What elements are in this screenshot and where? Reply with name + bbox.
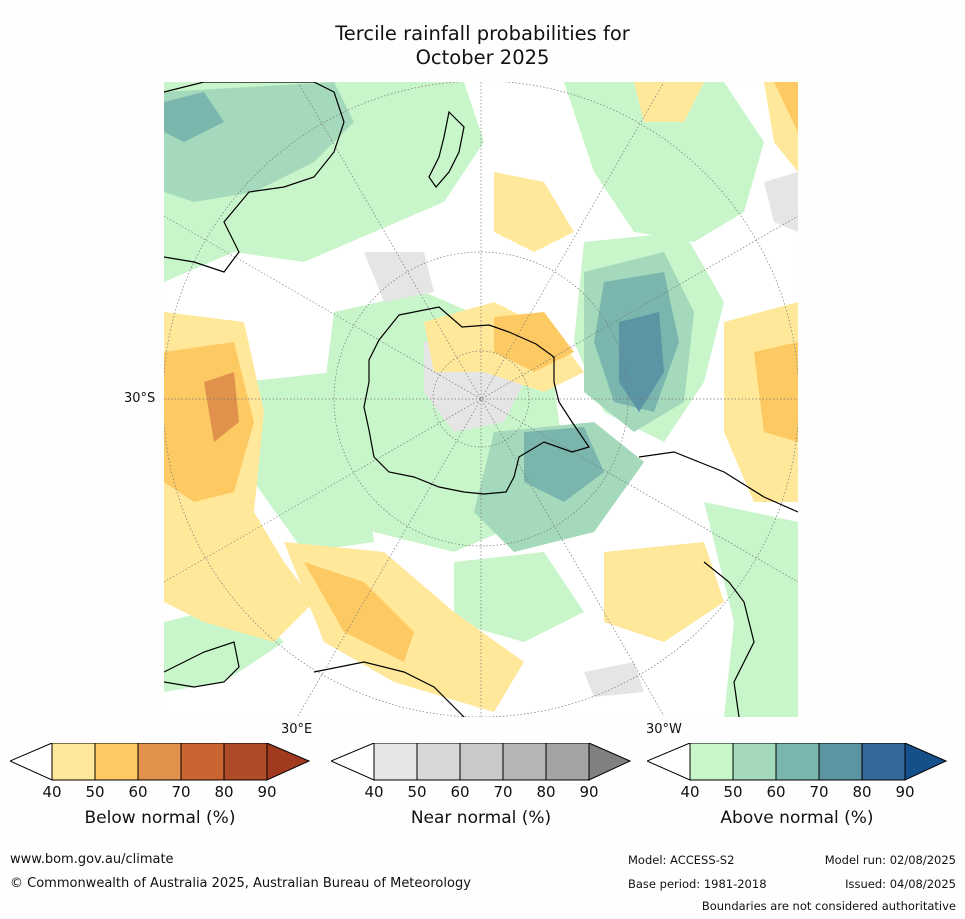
polar-rainfall-map [164, 82, 798, 717]
chart-title: Tercile rainfall probabilities for Octob… [0, 22, 965, 70]
colorbar-near-normal-swatches [331, 743, 631, 781]
new-zealand-outline [428, 110, 465, 188]
above-normal-region [244, 372, 374, 552]
colorbar-tick: 90 [579, 783, 599, 801]
meridian-line [164, 215, 798, 583]
above-normal-region [524, 427, 604, 502]
colorbar-tick: 80 [852, 783, 872, 801]
base-period: Base period: 1981-2018 [628, 877, 767, 891]
land-outlines [164, 82, 798, 717]
colorbar-tick: 90 [257, 783, 277, 801]
colorbar-swatch [137, 743, 182, 781]
model-name: Model: ACCESS-S2 [628, 853, 735, 867]
colorbar-tick: 50 [723, 783, 743, 801]
near-normal-region [764, 172, 798, 232]
colorbar-swatch [94, 743, 139, 781]
boundaries-disclaimer: Boundaries are not considered authoritat… [701, 899, 956, 913]
colorbar-swatch [223, 743, 268, 781]
colorbar-swatch [818, 743, 863, 781]
longitude-label-west: 30°W [646, 722, 682, 737]
colorbar-below-normal-swatches [10, 743, 310, 781]
source-url[interactable]: www.bom.gov.au/climate [10, 852, 174, 867]
africa-outline [164, 641, 465, 717]
meridian-line [297, 82, 665, 717]
colorbar-tick: 80 [214, 783, 234, 801]
meridian-line [164, 215, 798, 583]
near-normal-region [364, 252, 434, 302]
colorbar-over-triangle [588, 743, 631, 781]
colorbar-below-normal [10, 743, 310, 781]
below-normal-region [634, 82, 704, 122]
colorbar-title-above: Above normal (%) [720, 808, 874, 828]
above-normal-region [164, 92, 224, 142]
below-normal-regions [164, 82, 798, 712]
model-run-date: Model run: 02/08/2025 [824, 853, 956, 867]
colorbar-swatch [180, 743, 225, 781]
title-line-1: Tercile rainfall probabilities for [335, 22, 630, 45]
colorbar-tick: 40 [680, 783, 700, 801]
colorbar-over-triangle [266, 743, 310, 781]
colorbar-swatch [373, 743, 418, 781]
above-normal-region [564, 82, 764, 242]
colorbar-tick: 60 [128, 783, 148, 801]
colorbar-swatch [775, 743, 820, 781]
colorbar-tick: 70 [809, 783, 829, 801]
colorbar-under-triangle [331, 743, 375, 781]
colorbar-above-normal-swatches [647, 743, 947, 781]
colorbar-swatch [732, 743, 777, 781]
colorbar-tick: 70 [171, 783, 191, 801]
copyright-text: © Commonwealth of Australia 2025, Austra… [10, 876, 471, 891]
latitude-label: 30°S [124, 391, 156, 406]
graticule [164, 82, 798, 717]
colorbar-above-normal [647, 743, 947, 781]
colorbar-under-triangle [647, 743, 691, 781]
above-normal-region [619, 312, 664, 412]
colorbar-swatch [51, 743, 96, 781]
colorbar-tick: 50 [85, 783, 105, 801]
colorbar-tick: 90 [895, 783, 915, 801]
colorbar-swatch [502, 743, 547, 781]
above-normal-region [704, 502, 798, 717]
below-normal-region [304, 562, 414, 662]
colorbar-swatch [861, 743, 906, 781]
below-normal-region [604, 542, 724, 642]
colorbar-tick: 40 [364, 783, 384, 801]
colorbar-swatch [416, 743, 461, 781]
colorbar-tick: 80 [536, 783, 556, 801]
antarctica-outline [363, 306, 590, 495]
below-normal-region [754, 342, 798, 442]
map-canvas [164, 82, 798, 717]
issued-date: Issued: 04/08/2025 [845, 877, 956, 891]
colorbar-swatch [689, 743, 734, 781]
colorbar-swatch [545, 743, 590, 781]
south-america-outline [638, 451, 798, 717]
colorbar-tick: 70 [493, 783, 513, 801]
colorbar-tick: 60 [766, 783, 786, 801]
australia-outline [164, 82, 345, 273]
colorbar-title-below: Below normal (%) [84, 808, 236, 828]
colorbar-under-triangle [10, 743, 53, 781]
below-normal-region [774, 82, 798, 132]
meridian-line [297, 82, 665, 717]
colorbar-title-near: Near normal (%) [410, 808, 552, 828]
colorbar-over-triangle [904, 743, 947, 781]
near-normal-region [584, 662, 644, 697]
colorbar-swatch [459, 743, 504, 781]
latitude-circle [333, 251, 629, 547]
colorbar-tick: 50 [407, 783, 427, 801]
below-normal-region [494, 172, 574, 252]
colorbar-tick: 40 [42, 783, 62, 801]
colorbar-near-normal [331, 743, 631, 781]
above-normal-region [454, 552, 584, 642]
below-normal-region [204, 372, 239, 442]
colorbar-tick: 60 [450, 783, 470, 801]
longitude-label-east: 30°E [281, 722, 313, 737]
title-line-2: October 2025 [415, 46, 550, 69]
